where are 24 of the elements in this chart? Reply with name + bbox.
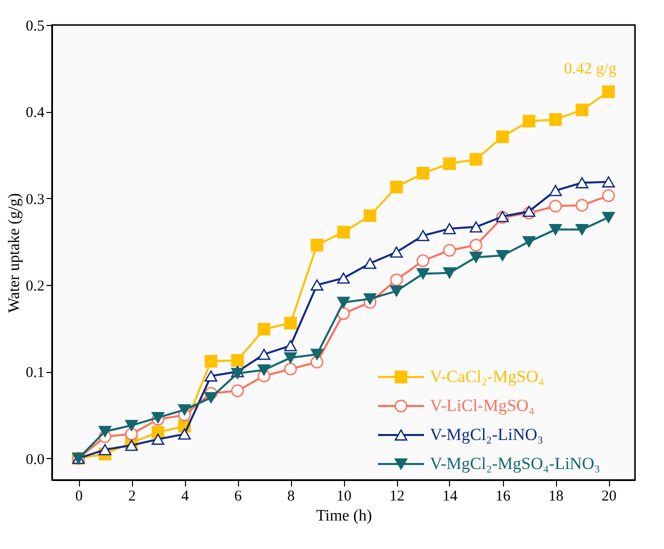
legend-label: V-MgCl₂-MgSO₄-LiNO₃	[430, 454, 600, 473]
x-tick-label: 14	[442, 488, 458, 504]
y-tick-label: 0.1	[26, 365, 44, 382]
y-axis-title: Water uptake (g/g)	[6, 193, 23, 313]
y-tick-label: 0.3	[26, 192, 44, 208]
legend-label: V-MgCl₂-LiNO₃	[430, 425, 544, 444]
x-tick-label: 8	[287, 488, 295, 504]
x-tick-label: 2	[128, 488, 136, 504]
x-tick-label: 6	[234, 488, 242, 504]
x-tick-label: 12	[390, 488, 404, 504]
x-tick-label: 16	[496, 488, 511, 504]
legend-label: V-CaCl₂-MgSO₄	[430, 367, 544, 386]
y-tick-label: 0.0	[26, 452, 44, 468]
y-tick-label: 0.2	[26, 278, 44, 294]
y-tick-label: 0.4	[26, 105, 45, 122]
x-tick-label: 4	[181, 488, 190, 504]
x-axis-title: Time (h)	[316, 508, 372, 524]
x-tick-label: 18	[548, 488, 564, 504]
annotation: 0.42 g/g	[564, 60, 616, 78]
x-tick-label: 0	[75, 488, 83, 504]
y-tick-label: 0.5	[26, 18, 44, 34]
x-tick-label: 20	[602, 488, 616, 504]
x-tick-label: 10	[336, 488, 352, 504]
legend-label: V-LiCl-MgSO₄	[430, 396, 535, 415]
